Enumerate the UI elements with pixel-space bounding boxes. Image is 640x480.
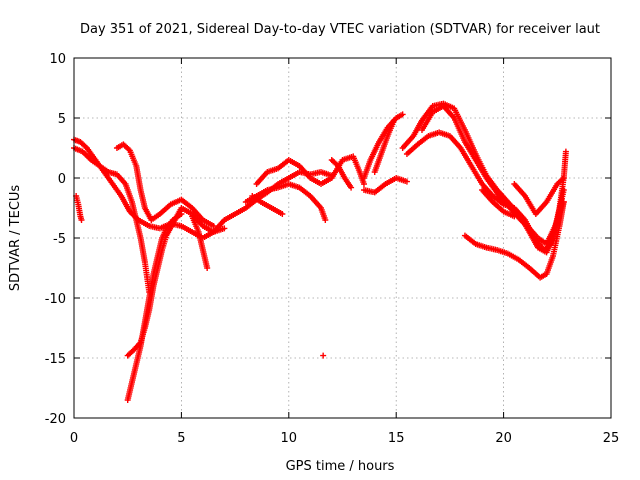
y-tick-label: -15 — [45, 352, 66, 367]
data-point — [360, 181, 367, 187]
x-axis-label: GPS time / hours — [286, 459, 395, 474]
y-tick-label: -5 — [53, 232, 66, 247]
axis-ticks: 0 5 10 15 20 25 10 5 0 -5 -10 -15 -20 — [45, 52, 620, 446]
data-point — [221, 225, 228, 232]
data-point — [279, 211, 286, 217]
x-tick-label: 25 — [603, 431, 620, 446]
x-tick-label: 20 — [495, 431, 512, 446]
data-point — [560, 187, 567, 193]
data-point — [399, 111, 406, 118]
data-point — [210, 223, 217, 229]
data-point — [560, 175, 567, 181]
data-point — [204, 265, 211, 271]
y-tick-label: 5 — [58, 112, 66, 127]
data-point — [320, 352, 327, 359]
y-tick-label: 0 — [58, 172, 66, 187]
x-tick-label: 10 — [281, 431, 298, 446]
data-point — [403, 178, 410, 185]
data-point — [78, 217, 85, 223]
plot-frame — [73, 57, 612, 419]
y-axis-label: SDTVAR / TECUs — [8, 185, 23, 292]
y-tick-label: -10 — [45, 292, 66, 307]
y-tick-label: -20 — [45, 412, 66, 427]
x-tick-label: 15 — [388, 431, 405, 446]
data-point — [559, 176, 566, 183]
data-point — [348, 184, 355, 191]
grid — [74, 58, 611, 418]
data-layer — [71, 100, 569, 403]
data-point — [391, 117, 398, 124]
chart-title: Day 351 of 2021, Sidereal Day-to-day VTE… — [80, 22, 600, 37]
data-point — [125, 146, 132, 153]
data-point — [511, 213, 518, 220]
y-tick-label: 10 — [49, 52, 66, 67]
x-tick-label: 5 — [177, 431, 185, 446]
data-point — [322, 217, 329, 223]
data-point — [562, 148, 569, 155]
x-tick-label: 0 — [70, 431, 78, 446]
data-point — [560, 199, 567, 205]
